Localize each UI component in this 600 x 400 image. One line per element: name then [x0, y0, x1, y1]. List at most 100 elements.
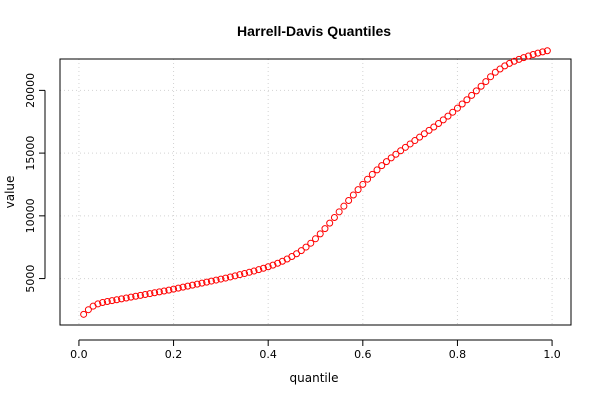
data-point	[453, 104, 461, 112]
data-point	[477, 82, 485, 90]
data-point	[496, 65, 504, 73]
data-point	[458, 100, 466, 108]
data-point	[226, 273, 234, 281]
data-point	[534, 49, 542, 57]
data-point	[468, 91, 476, 99]
data-point	[155, 288, 163, 296]
data-point	[179, 283, 187, 291]
data-point	[203, 278, 211, 286]
data-point	[259, 264, 267, 272]
data-point	[529, 50, 537, 58]
data-point	[113, 296, 121, 304]
data-point	[236, 271, 244, 279]
x-tick-label: 1.0	[543, 348, 561, 361]
x-tick-label: 0.6	[354, 348, 372, 361]
data-point	[307, 239, 315, 247]
y-axis-label: value	[3, 176, 17, 209]
data-point	[416, 133, 424, 141]
x-axis: 0.0 0.2 0.4 0.6 0.8 1.0	[70, 339, 561, 361]
data-point	[539, 48, 547, 56]
data-point	[487, 73, 495, 81]
data-point	[188, 281, 196, 289]
data-point	[293, 250, 301, 258]
data-point	[491, 68, 499, 76]
data-point	[146, 290, 154, 298]
data-point	[368, 170, 376, 178]
data-point	[151, 289, 159, 297]
data-point	[222, 274, 230, 282]
data-point	[207, 277, 215, 285]
data-point	[264, 263, 272, 271]
x-tick-label: 0.2	[165, 348, 183, 361]
data-point	[444, 112, 452, 120]
data-point	[373, 166, 381, 174]
data-point	[217, 275, 225, 283]
data-point	[312, 235, 319, 243]
data-point	[127, 293, 135, 301]
data-point	[392, 150, 400, 158]
data-point	[340, 202, 348, 210]
data-point	[136, 291, 144, 299]
y-tick-label: 10000	[24, 198, 37, 233]
data-point	[108, 297, 116, 305]
data-point	[326, 219, 334, 227]
data-point	[165, 286, 173, 294]
data-point	[524, 52, 532, 60]
data-point	[515, 55, 523, 63]
data-point	[543, 47, 551, 55]
data-point	[482, 78, 490, 86]
data-point	[80, 310, 88, 318]
data-point	[170, 285, 178, 293]
data-point	[316, 230, 324, 238]
data-point	[364, 175, 372, 183]
data-point	[84, 306, 92, 314]
data-point	[510, 57, 518, 65]
chart-title: Harrell-Davis Quantiles	[237, 23, 391, 39]
data-point	[132, 292, 140, 300]
data-point	[302, 243, 310, 251]
data-point	[212, 276, 220, 284]
data-point	[449, 108, 457, 116]
data-point	[255, 266, 263, 274]
data-point	[241, 270, 249, 278]
data-point	[321, 225, 329, 233]
y-tick-label: 15000	[24, 136, 37, 171]
x-tick-label: 0.0	[70, 348, 88, 361]
data-point	[411, 137, 419, 145]
y-axis: 5000 10000 15000 20000	[24, 73, 46, 293]
data-points	[80, 47, 551, 318]
data-point	[160, 287, 168, 295]
data-point	[198, 279, 206, 287]
data-point	[420, 130, 428, 138]
data-point	[378, 162, 386, 170]
data-point	[463, 96, 471, 104]
data-point	[354, 186, 362, 194]
data-point	[406, 140, 414, 148]
data-point	[99, 299, 107, 307]
x-axis-label: quantile	[290, 371, 339, 385]
data-point	[435, 119, 443, 127]
data-point	[425, 126, 433, 134]
y-tick-label: 20000	[24, 73, 37, 108]
data-point	[335, 208, 343, 216]
data-point	[520, 54, 528, 62]
y-tick-label: 5000	[24, 265, 37, 293]
data-point	[359, 180, 367, 188]
grid	[60, 59, 571, 325]
data-point	[472, 87, 480, 95]
x-tick-label: 0.4	[259, 348, 277, 361]
data-point	[349, 191, 357, 199]
data-point	[122, 294, 130, 302]
data-point	[231, 272, 239, 280]
data-point	[94, 300, 102, 308]
data-point	[382, 158, 390, 166]
data-point	[141, 291, 149, 299]
data-point	[250, 267, 258, 275]
data-point	[345, 197, 353, 205]
data-point	[401, 143, 409, 151]
data-point	[430, 123, 438, 131]
data-point	[297, 247, 305, 255]
data-point	[330, 213, 338, 221]
data-point	[118, 295, 126, 303]
